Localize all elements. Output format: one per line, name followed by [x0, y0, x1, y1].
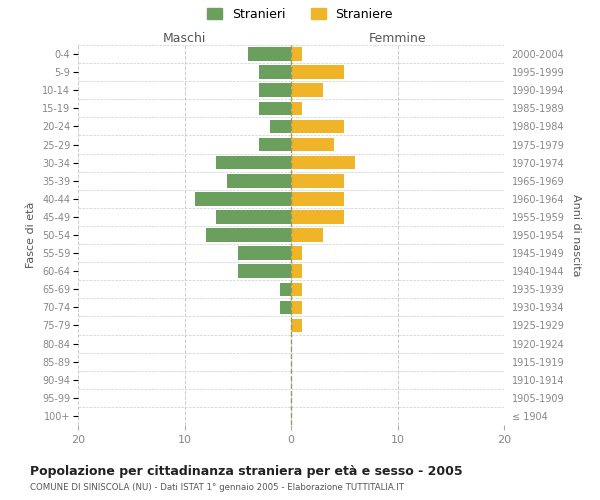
Bar — [217, 210, 291, 224]
Bar — [270, 120, 291, 133]
Bar — [248, 48, 291, 61]
Bar — [291, 156, 355, 170]
Bar — [227, 174, 291, 188]
Bar — [259, 102, 291, 115]
Text: Maschi: Maschi — [163, 32, 206, 45]
Bar — [206, 228, 291, 242]
Bar — [291, 282, 302, 296]
Text: Femmine: Femmine — [368, 32, 427, 45]
Bar — [291, 138, 334, 151]
Bar — [291, 102, 302, 115]
Bar — [291, 174, 344, 188]
Bar — [291, 210, 344, 224]
Bar — [195, 192, 291, 205]
Y-axis label: Fasce di età: Fasce di età — [26, 202, 37, 268]
Bar — [259, 66, 291, 79]
Bar — [259, 84, 291, 97]
Legend: Stranieri, Straniere: Stranieri, Straniere — [202, 2, 398, 26]
Bar — [291, 228, 323, 242]
Bar — [291, 318, 302, 332]
Text: COMUNE DI SINISCOLA (NU) - Dati ISTAT 1° gennaio 2005 - Elaborazione TUTTITALIA.: COMUNE DI SINISCOLA (NU) - Dati ISTAT 1°… — [30, 484, 404, 492]
Bar — [291, 300, 302, 314]
Bar — [291, 48, 302, 61]
Bar — [291, 264, 302, 278]
Bar — [291, 192, 344, 205]
Bar — [259, 138, 291, 151]
Bar — [238, 246, 291, 260]
Bar — [217, 156, 291, 170]
Bar — [238, 264, 291, 278]
Bar — [291, 66, 344, 79]
Bar — [280, 282, 291, 296]
Bar — [291, 120, 344, 133]
Y-axis label: Anni di nascita: Anni di nascita — [571, 194, 581, 276]
Bar — [291, 246, 302, 260]
Text: Popolazione per cittadinanza straniera per età e sesso - 2005: Popolazione per cittadinanza straniera p… — [30, 465, 463, 478]
Bar — [280, 300, 291, 314]
Bar — [291, 84, 323, 97]
